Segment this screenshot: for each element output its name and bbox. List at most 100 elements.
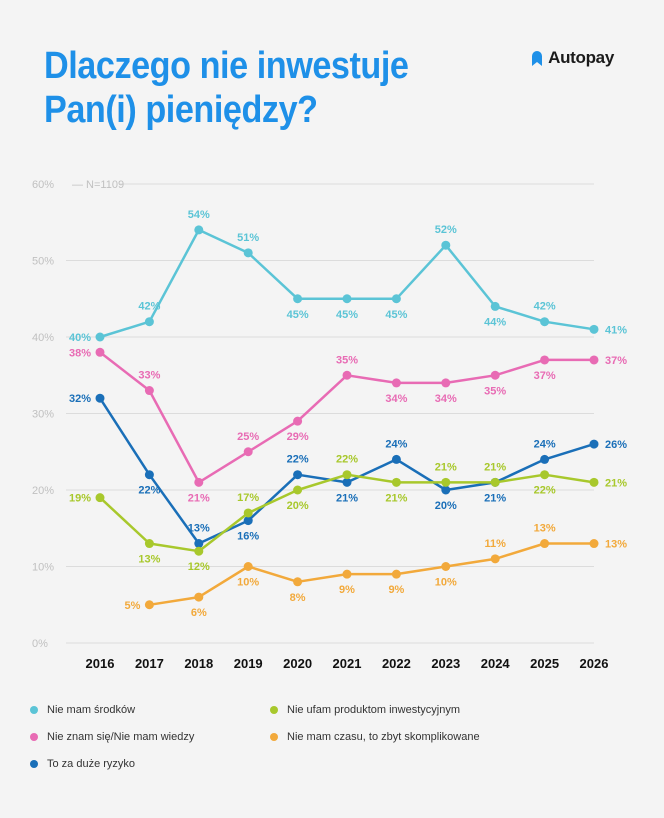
x-tick-label: 2022 [382,656,411,671]
data-label: 21% [484,492,506,504]
data-point [243,562,253,571]
data-point [589,477,599,487]
x-tick-label: 2016 [86,656,115,671]
data-point [293,416,303,426]
legend-item: Nie mam czasu, to zbyt skomplikowane [270,731,480,743]
data-label: 21% [484,461,506,473]
legend-swatch [30,733,38,741]
data-label: 22% [534,485,556,497]
data-label: 22% [336,454,358,466]
data-point [540,317,550,327]
data-point [589,355,599,365]
data-label: 44% [484,316,506,328]
data-point [342,370,352,380]
data-label: 35% [336,354,358,366]
x-tick-label: 2023 [431,656,460,671]
data-point [144,317,154,327]
data-label: 32% [69,393,91,405]
x-tick-label: 2019 [234,656,263,671]
legend-swatch [30,760,38,768]
x-tick-label: 2026 [580,656,609,671]
data-label: 13% [138,554,160,566]
data-label: 20% [435,500,457,512]
data-label: 13% [534,523,556,535]
data-point [540,355,550,365]
data-point [95,393,105,403]
y-tick-label: 50% [32,256,54,268]
y-tick-label: 30% [32,409,54,421]
data-point [194,477,204,487]
data-label: 21% [336,492,358,504]
y-tick-label: 60% [32,179,54,191]
data-label: 19% [69,493,91,505]
data-label: 45% [287,309,309,321]
legend-label: Nie mam środków [47,704,136,716]
data-label: 10% [435,577,457,589]
y-tick-label: 20% [32,485,54,497]
data-label: 34% [435,393,457,405]
data-point [589,439,599,449]
data-point [243,508,253,518]
x-tick-label: 2024 [481,656,511,671]
data-point [490,477,500,487]
x-tick-label: 2021 [333,656,362,671]
data-point [293,485,303,495]
data-label: 37% [534,370,556,382]
data-point [194,592,204,602]
data-label: 25% [237,431,259,443]
data-point [342,477,352,487]
data-label: 6% [191,607,207,619]
data-label: 5% [124,600,140,612]
data-point [95,347,105,357]
data-point [144,386,154,396]
data-point [589,324,599,334]
data-label: 22% [287,454,309,466]
data-label: 9% [339,584,355,596]
legend-swatch [270,733,278,741]
data-point [441,240,451,250]
autopay-logo: Autopay [531,48,614,68]
data-label: 42% [534,301,556,313]
data-point [490,370,500,380]
legend-item: Nie mam środków [30,704,135,716]
logo-text: Autopay [548,48,614,67]
data-label: 9% [388,584,404,596]
legend-item: To za duże ryzyko [30,758,135,770]
data-label: 13% [605,539,627,551]
data-label: 38% [69,347,91,359]
legend-item: Nie ufam produktom inwestycyjnym [270,704,460,716]
data-point [342,294,352,304]
y-tick-label: 10% [32,562,54,574]
y-tick-label: 0% [32,638,48,650]
line-chart: 0% 10% 20% 30% 40% 50% 60% — N=1109 2016 2017 2018… [32,179,627,671]
data-point [540,470,550,480]
data-label: 13% [188,523,210,535]
data-label: 35% [484,385,506,397]
data-point [540,539,550,549]
legend-item: Nie znam się/Nie mam wiedzy [30,731,194,743]
data-label: 24% [534,438,556,450]
data-point [391,294,401,304]
data-label: 52% [435,224,457,236]
data-label: 16% [237,531,259,543]
data-label: 10% [237,577,259,589]
x-tick-label: 2025 [530,656,559,671]
data-point [144,539,154,549]
data-label: 42% [138,301,160,313]
chart-legend: Nie mam środków Nie ufam produktom inwest… [30,704,590,784]
data-point [95,493,105,503]
title-line-2: Pan(i) pieniędzy? [44,89,318,131]
data-label: 8% [290,592,306,604]
series-line [98,228,596,339]
data-label: 33% [138,370,160,382]
data-point [243,516,253,526]
data-point [589,539,599,549]
x-tick-label: 2020 [283,656,312,671]
x-tick-label: 2018 [184,656,213,671]
legend-swatch [270,706,278,714]
data-label: 21% [385,492,407,504]
data-point [95,332,105,342]
data-label: 11% [484,538,506,550]
legend-swatch [30,706,38,714]
data-point [391,454,401,464]
